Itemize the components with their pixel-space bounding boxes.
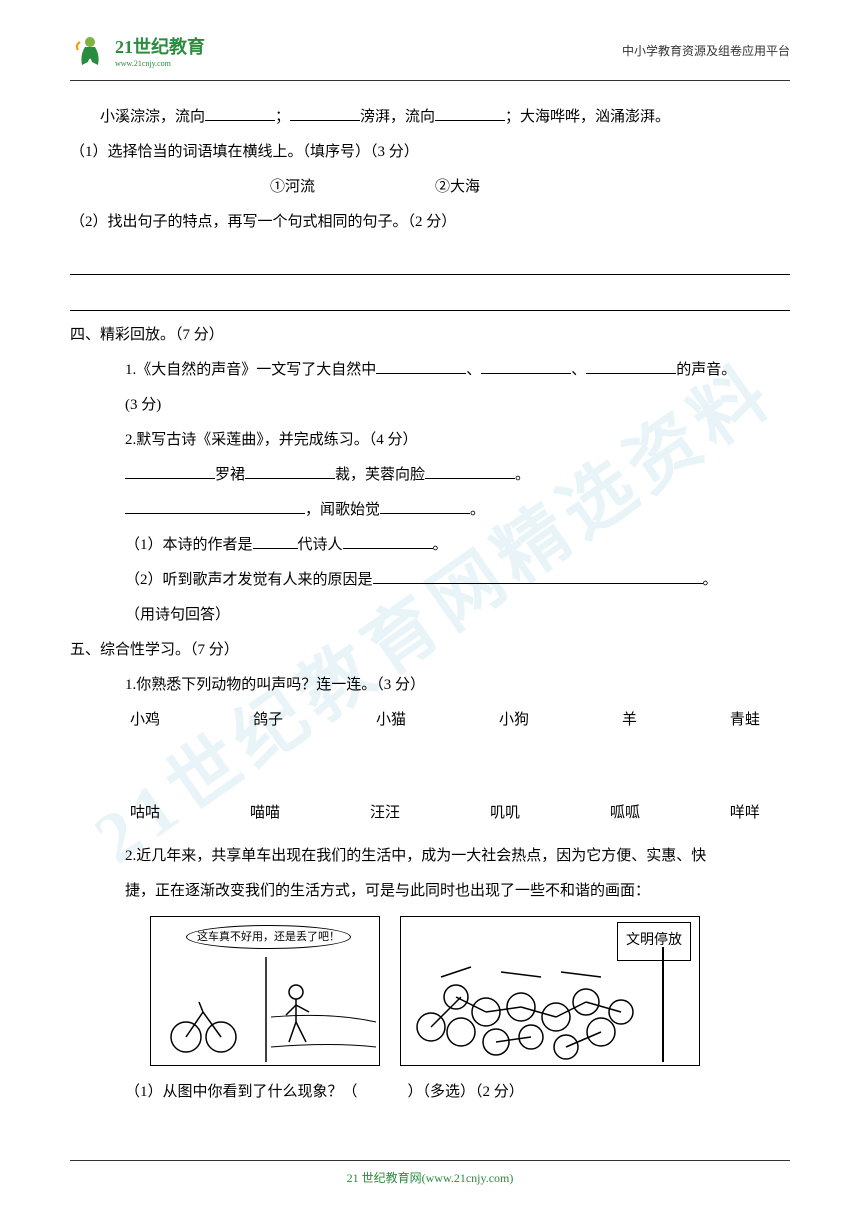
text: （1）从图中你看到了什么现象？（: [125, 1084, 358, 1100]
q5-1: 1.你熟悉下列动物的叫声吗？连一连。（3 分）: [70, 669, 790, 702]
q4-2-sub2-note: （用诗句回答）: [70, 599, 790, 632]
text: 滂湃，流向: [360, 109, 435, 125]
text: 罗裙: [215, 467, 245, 483]
section-4-title: 四、精彩回放。（7 分）: [70, 319, 790, 352]
cartoon-image-2: 文明停放: [400, 916, 700, 1066]
text: ；: [275, 109, 290, 125]
page-header: 21世纪教育 www.21cnjy.com 中小学教育资源及组卷应用平台: [70, 0, 790, 81]
text: 。: [470, 502, 485, 518]
q5-2-line2: 捷，正在逐渐改变我们的生活方式，可是与此同时也出现了一些不和谐的画面：: [70, 875, 790, 908]
intro-sentence: 小溪淙淙，流向 ； 滂湃，流向 ；大海哗哗，汹涌澎湃。: [70, 101, 790, 134]
blank[interactable]: [376, 356, 466, 374]
choice-1: ①河流: [270, 171, 315, 204]
sound: 汪汪: [370, 797, 400, 830]
header-right-text: 中小学教育资源及组卷应用平台: [622, 42, 790, 59]
animal: 鸽子: [253, 704, 283, 737]
text: （1）本诗的作者是: [125, 537, 253, 553]
animal: 青蛙: [730, 704, 760, 737]
blank[interactable]: [435, 103, 505, 121]
blank[interactable]: [586, 356, 676, 374]
blank[interactable]: [481, 356, 571, 374]
logo-sub-text: www.21cnjy.com: [115, 59, 205, 68]
logo-main-text: 21世纪教育: [115, 33, 205, 59]
animal: 小狗: [499, 704, 529, 737]
q4-2-poem-line1: 罗裙 裁，芙蓉向脸 。: [70, 459, 790, 492]
logo-text: 21世纪教育 www.21cnjy.com: [115, 33, 205, 68]
text: 。: [433, 537, 448, 553]
choices-row: ①河流 ②大海: [70, 171, 790, 204]
q4-2-sub2: （2）听到歌声才发觉有人来的原因是 。: [70, 564, 790, 597]
section-5-title: 五、综合性学习。（7 分）: [70, 634, 790, 667]
sound: 咩咩: [730, 797, 760, 830]
q4-2-poem-line2: ，闻歌始觉 。: [70, 494, 790, 527]
q4-1-score: (3 分): [70, 389, 790, 422]
q4-2: 2.默写古诗《采莲曲》，并完成练习。（4 分）: [70, 424, 790, 457]
logo: 21世纪教育 www.21cnjy.com: [70, 30, 205, 70]
q4-2-sub1: （1）本诗的作者是 代诗人 。: [70, 529, 790, 562]
sound: 咕咕: [130, 797, 160, 830]
sound: 喵喵: [250, 797, 280, 830]
cartoon-svg-2: [401, 917, 701, 1067]
animal: 小鸡: [130, 704, 160, 737]
q4-1: 1.《大自然的声音》一文写了大自然中 、 、 的声音。: [70, 354, 790, 387]
blank[interactable]: [125, 461, 215, 479]
text: 。: [515, 467, 530, 483]
text: ；大海哗哗，汹涌澎湃。: [505, 109, 670, 125]
animal: 羊: [622, 704, 637, 737]
blank[interactable]: [380, 496, 470, 514]
q1-1: （1）选择恰当的词语填在横线上。（填序号）（3 分）: [70, 136, 790, 169]
text: 的声音。: [676, 362, 736, 378]
blank[interactable]: [343, 531, 433, 549]
blank[interactable]: [205, 103, 275, 121]
page-footer: 21 世纪教育网(www.21cnjy.com): [70, 1160, 790, 1186]
text: 1.《大自然的声音》一文写了大自然中: [125, 362, 376, 378]
text: ，闻歌始觉: [305, 502, 380, 518]
sound: 呱呱: [610, 797, 640, 830]
text: 、: [571, 362, 586, 378]
blank[interactable]: [425, 461, 515, 479]
logo-icon: [70, 30, 110, 70]
text: 小溪淙淙，流向: [100, 109, 205, 125]
sound: 叽叽: [490, 797, 520, 830]
q5-2-line1: 2.近几年来，共享单车出现在我们的生活中，成为一大社会热点，因为它方便、实惠、快: [70, 840, 790, 873]
blank[interactable]: [253, 531, 298, 549]
blank[interactable]: [245, 461, 335, 479]
blank[interactable]: [125, 496, 305, 514]
animals-row: 小鸡 鸽子 小猫 小狗 羊 青蛙: [70, 704, 790, 737]
blank[interactable]: [290, 103, 360, 121]
q5-2-sub1: （1）从图中你看到了什么现象？（ ）（多选）（2 分）: [70, 1076, 790, 1109]
q1-2: （2）找出句子的特点，再写一个句式相同的句子。（2 分）: [70, 206, 790, 239]
text: ）（多选）（2 分）: [408, 1084, 524, 1100]
animal: 小猫: [376, 704, 406, 737]
text: （2）听到歌声才发觉有人来的原因是: [125, 572, 373, 588]
answer-line[interactable]: [70, 283, 790, 311]
text: 、: [466, 362, 481, 378]
images-row: 这车真不好用，还是丢了吧！ 文明停放: [70, 916, 790, 1066]
cartoon-svg-1: [151, 917, 381, 1067]
blank[interactable]: [373, 566, 703, 584]
text: 。: [703, 572, 718, 588]
text: 代诗人: [298, 537, 343, 553]
cartoon-image-1: 这车真不好用，还是丢了吧！: [150, 916, 380, 1066]
sounds-row: 咕咕 喵喵 汪汪 叽叽 呱呱 咩咩: [70, 797, 790, 830]
choice-2: ②大海: [435, 171, 480, 204]
answer-line[interactable]: [70, 247, 790, 275]
content: 小溪淙淙，流向 ； 滂湃，流向 ；大海哗哗，汹涌澎湃。 （1）选择恰当的词语填在横线上…: [0, 101, 860, 1109]
text: 裁，芙蓉向脸: [335, 467, 425, 483]
